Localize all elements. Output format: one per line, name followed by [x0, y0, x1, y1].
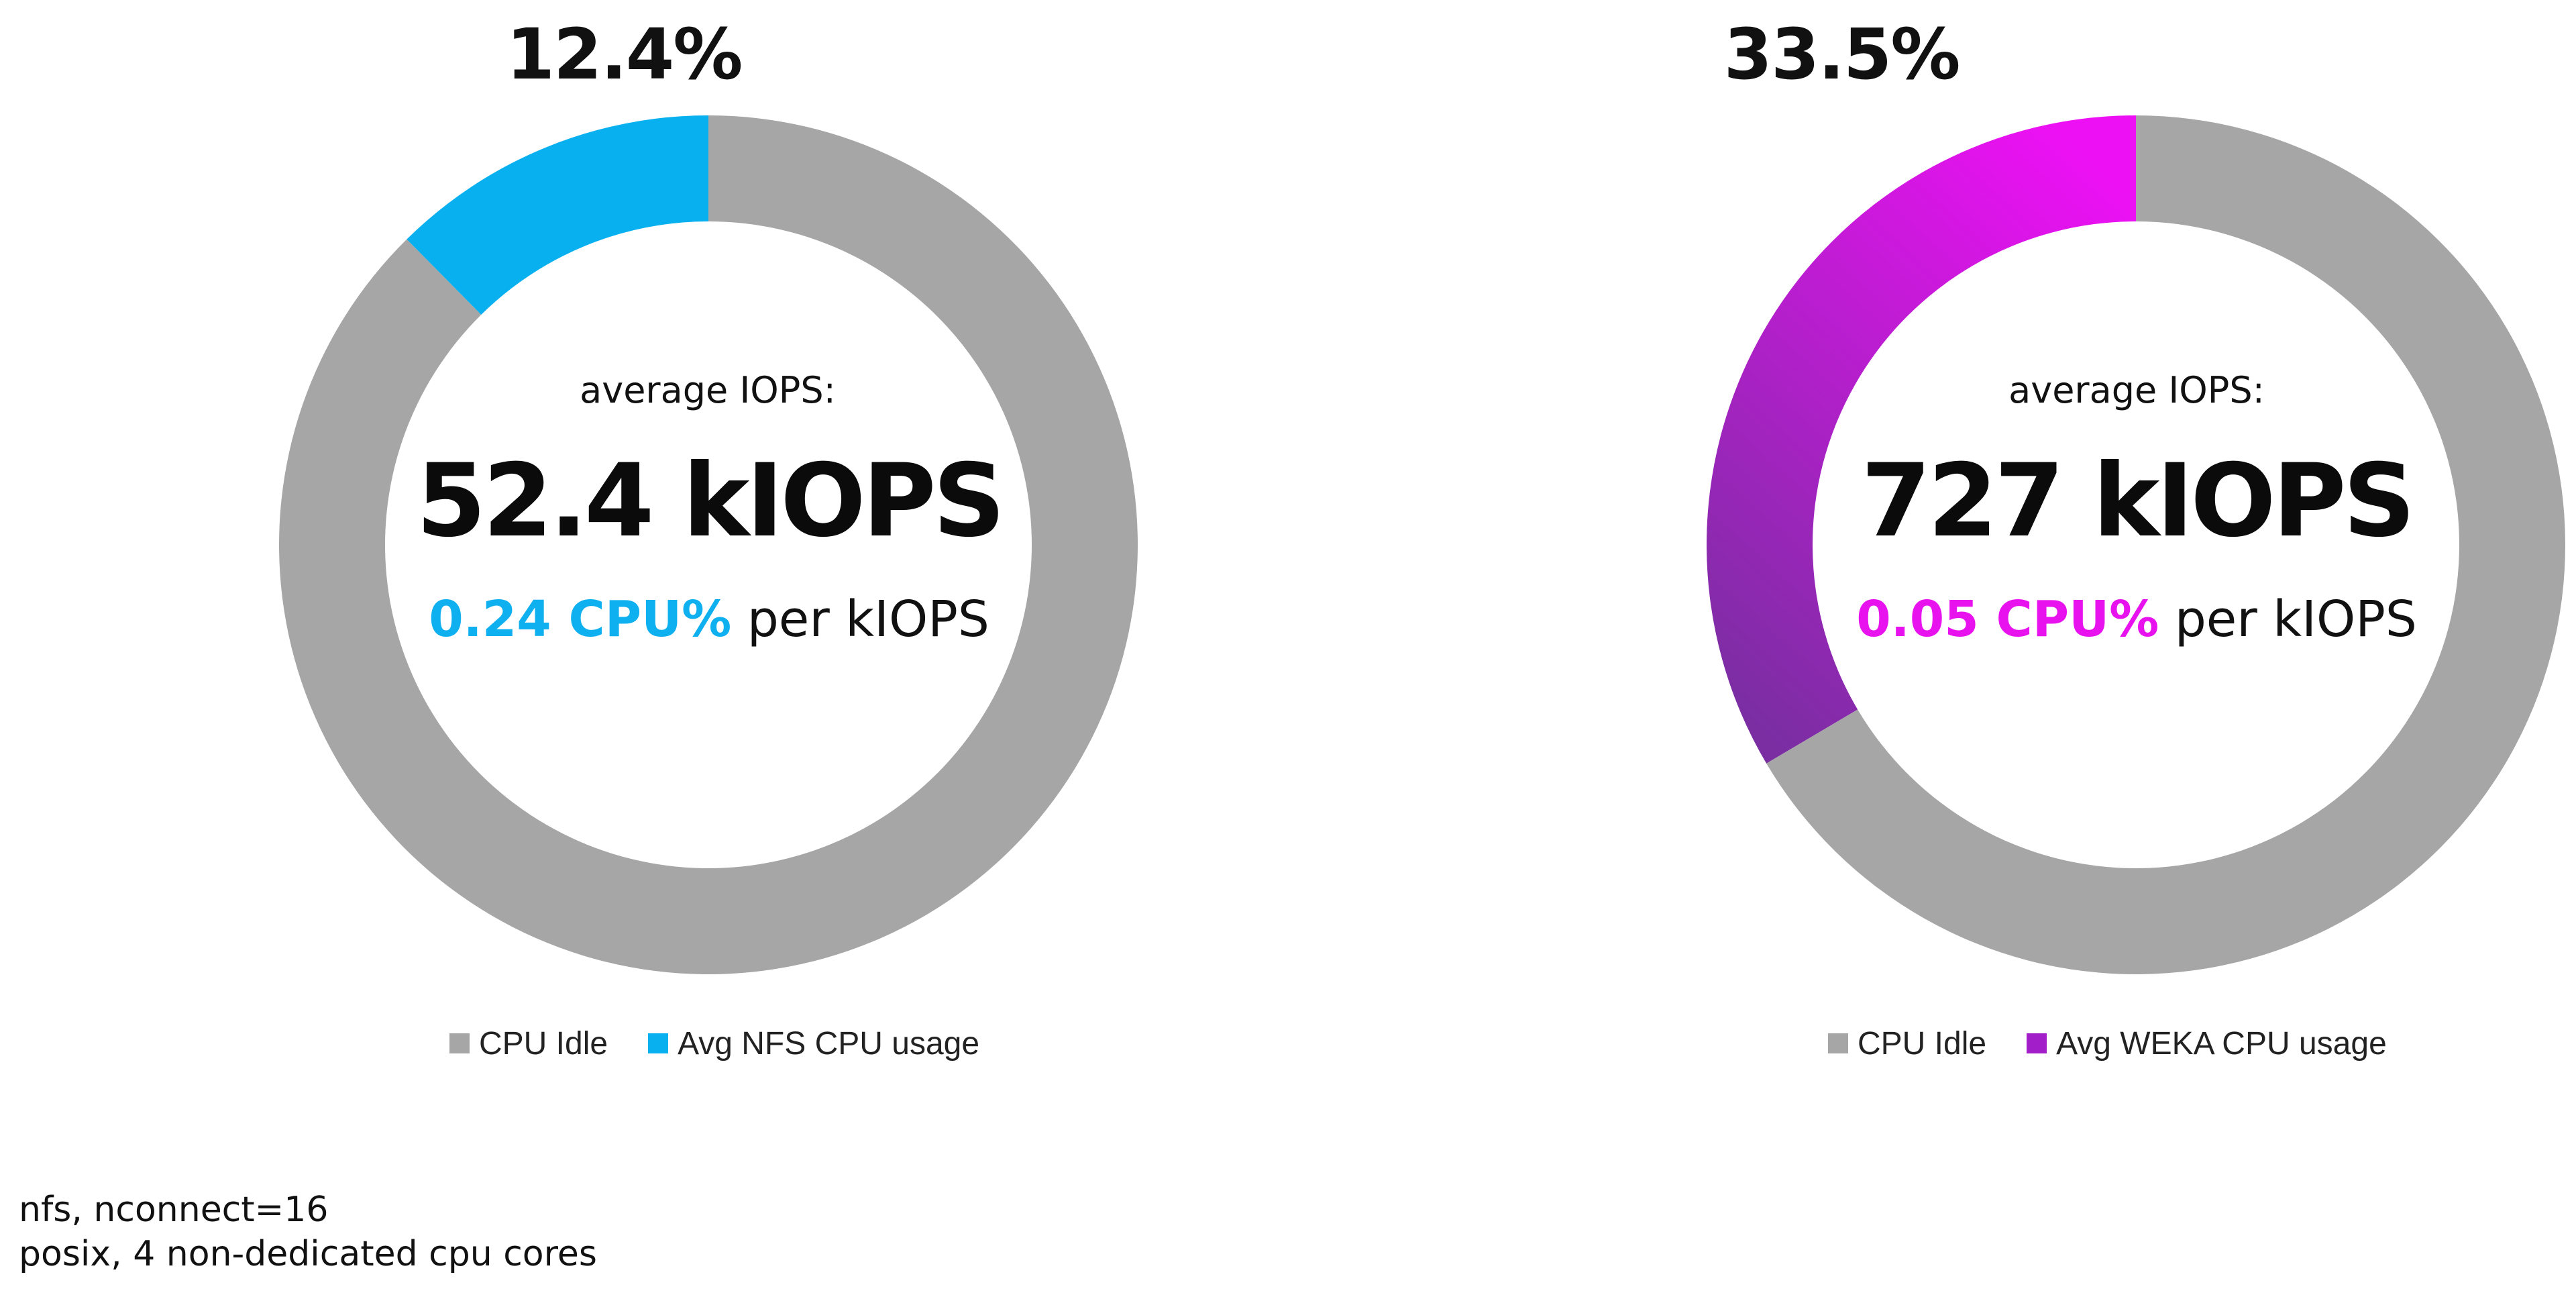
chart-legend: CPU Idle Avg WEKA CPU usage — [1828, 1023, 2427, 1064]
kiops-value: 52.4 kIOPS — [416, 443, 1005, 560]
legend-label: Avg NFS CPU usage — [678, 1025, 980, 1061]
cpu-percent-value: 0.24 CPU% — [429, 590, 732, 648]
legend-item-cpu-idle: CPU Idle — [1828, 1025, 1986, 1062]
legend-label: CPU Idle — [479, 1025, 608, 1061]
legend-item-weka-usage: Avg WEKA CPU usage — [2027, 1025, 2387, 1062]
usage-percent-label: 33.5% — [1723, 13, 1961, 95]
kiops-value: 727 kIOPS — [1861, 443, 2415, 560]
legend-swatch — [2027, 1033, 2047, 1053]
cpu-per-kiops-line: 0.05 CPU% per kIOPS — [1801, 590, 2472, 648]
cpu-per-kiops-line: 0.24 CPU% per kIOPS — [374, 590, 1044, 648]
footnotes: nfs, nconnect=16 posix, 4 non-dedicated … — [19, 1188, 597, 1276]
legend-item-nfs-usage: Avg NFS CPU usage — [648, 1025, 979, 1062]
nfs-donut-chart — [279, 115, 1138, 975]
footnote-nfs: nfs, nconnect=16 — [19, 1190, 329, 1230]
cpu-percent-value: 0.05 CPU% — [1856, 590, 2159, 648]
average-iops-label: average IOPS: — [2008, 369, 2265, 411]
chart-legend: CPU Idle Avg NFS CPU usage — [449, 1023, 1020, 1064]
legend-label: CPU Idle — [1858, 1025, 1987, 1061]
weka-donut-chart — [1707, 115, 2566, 975]
legend-swatch — [1828, 1033, 1848, 1053]
average-iops-label: average IOPS: — [580, 369, 836, 411]
legend-item-cpu-idle: CPU Idle — [449, 1025, 608, 1062]
donut-slice-avg-nfs-cpu-usage — [407, 115, 708, 315]
legend-label: Avg WEKA CPU usage — [2056, 1025, 2387, 1061]
per-kiops-suffix: per kIOPS — [731, 590, 989, 648]
weka-chart-panel: 33.5% average IOPS: 727 kIOPS 0.05 CPU% … — [1288, 0, 2576, 1295]
per-kiops-suffix: per kIOPS — [2159, 590, 2417, 648]
nfs-chart-panel: 12.4% average IOPS: 52.4 kIOPS 0.24 CPU%… — [279, 13, 1138, 1064]
legend-swatch — [648, 1033, 669, 1053]
footnote-posix: posix, 4 non-dedicated cpu cores — [19, 1234, 597, 1274]
usage-percent-label: 12.4% — [506, 13, 743, 95]
donut-slice-avg-weka-cpu-usage — [1707, 115, 2136, 764]
legend-swatch — [449, 1033, 470, 1053]
